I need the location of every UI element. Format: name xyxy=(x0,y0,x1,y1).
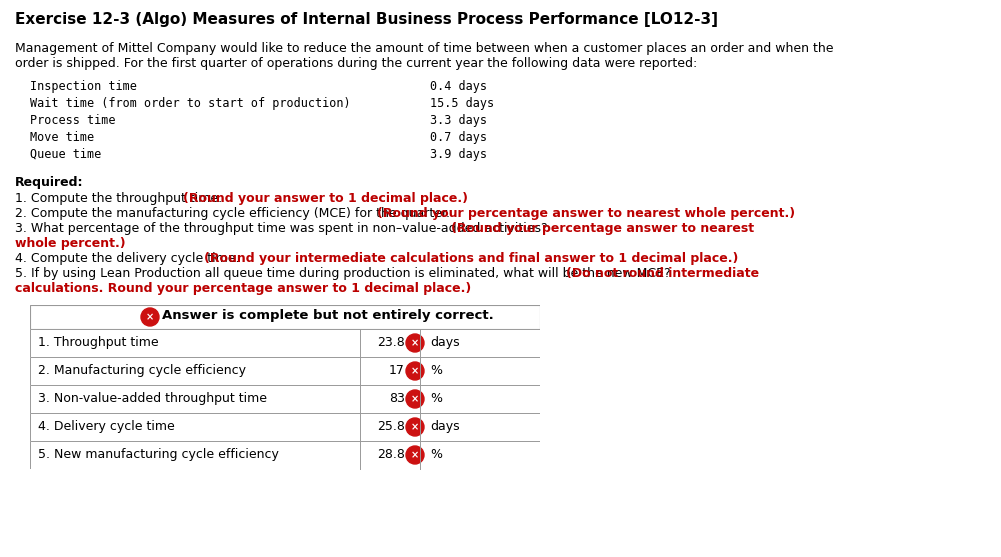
Text: 28.8: 28.8 xyxy=(377,448,405,461)
Text: 3. What percentage of the throughput time was spent in non–value-added activitie: 3. What percentage of the throughput tim… xyxy=(15,222,552,235)
Text: Process time: Process time xyxy=(30,114,115,127)
Text: %: % xyxy=(430,448,442,461)
Text: Answer is complete but not entirely correct.: Answer is complete but not entirely corr… xyxy=(162,309,493,322)
Text: 2. Manufacturing cycle efficiency: 2. Manufacturing cycle efficiency xyxy=(38,364,246,377)
Text: Wait time (from order to start of production): Wait time (from order to start of produc… xyxy=(30,97,350,110)
Text: 25.8: 25.8 xyxy=(377,420,405,433)
Text: ×: × xyxy=(411,366,419,376)
Text: Inspection time: Inspection time xyxy=(30,80,137,93)
Text: order is shipped. For the first quarter of operations during the current year th: order is shipped. For the first quarter … xyxy=(15,57,698,70)
Text: 3.9 days: 3.9 days xyxy=(430,148,487,161)
Text: %: % xyxy=(430,364,442,377)
Text: (Round your percentage answer to nearest whole percent.): (Round your percentage answer to nearest… xyxy=(377,207,796,220)
Text: (Round your answer to 1 decimal place.): (Round your answer to 1 decimal place.) xyxy=(183,192,468,205)
Circle shape xyxy=(406,334,424,352)
Text: 5. New manufacturing cycle efficiency: 5. New manufacturing cycle efficiency xyxy=(38,448,279,461)
Text: 83: 83 xyxy=(389,392,405,405)
Text: ×: × xyxy=(411,422,419,432)
Text: 17: 17 xyxy=(389,364,405,377)
Text: Move time: Move time xyxy=(30,131,94,144)
Text: %: % xyxy=(430,392,442,405)
Text: (Round your intermediate calculations and final answer to 1 decimal place.): (Round your intermediate calculations an… xyxy=(204,252,739,265)
Text: ×: × xyxy=(146,312,154,322)
Text: days: days xyxy=(430,420,459,433)
Text: 4. Compute the delivery cycle time.: 4. Compute the delivery cycle time. xyxy=(15,252,243,265)
Text: ×: × xyxy=(411,450,419,460)
Text: 1. Throughput time: 1. Throughput time xyxy=(38,336,158,349)
Text: 3. Non-value-added throughput time: 3. Non-value-added throughput time xyxy=(38,392,267,405)
Text: whole percent.): whole percent.) xyxy=(15,237,125,250)
Text: 4. Delivery cycle time: 4. Delivery cycle time xyxy=(38,420,175,433)
Text: 23.8: 23.8 xyxy=(377,336,405,349)
Text: (Do not round intermediate: (Do not round intermediate xyxy=(567,267,760,280)
Text: 3.3 days: 3.3 days xyxy=(430,114,487,127)
Circle shape xyxy=(406,390,424,408)
Text: Required:: Required: xyxy=(15,176,83,189)
Text: 0.4 days: 0.4 days xyxy=(430,80,487,93)
Text: Queue time: Queue time xyxy=(30,148,101,161)
Text: Exercise 12-3 (Algo) Measures of Internal Business Process Performance [LO12-3]: Exercise 12-3 (Algo) Measures of Interna… xyxy=(15,12,718,27)
Text: 2. Compute the manufacturing cycle efficiency (MCE) for the quarter.: 2. Compute the manufacturing cycle effic… xyxy=(15,207,454,220)
Circle shape xyxy=(406,362,424,380)
Circle shape xyxy=(406,446,424,464)
Text: Management of Mittel Company would like to reduce the amount of time between whe: Management of Mittel Company would like … xyxy=(15,42,834,55)
Text: days: days xyxy=(430,336,459,349)
Text: ×: × xyxy=(411,338,419,348)
Text: 0.7 days: 0.7 days xyxy=(430,131,487,144)
Text: 15.5 days: 15.5 days xyxy=(430,97,494,110)
Text: ×: × xyxy=(411,394,419,404)
Text: (Round your percentage answer to nearest: (Round your percentage answer to nearest xyxy=(450,222,754,235)
Circle shape xyxy=(406,418,424,436)
Text: 1. Compute the throughput time.: 1. Compute the throughput time. xyxy=(15,192,226,205)
Text: 5. If by using Lean Production all queue time during production is eliminated, w: 5. If by using Lean Production all queue… xyxy=(15,267,675,280)
Text: calculations. Round your percentage answer to 1 decimal place.): calculations. Round your percentage answ… xyxy=(15,282,471,295)
Circle shape xyxy=(141,308,159,326)
